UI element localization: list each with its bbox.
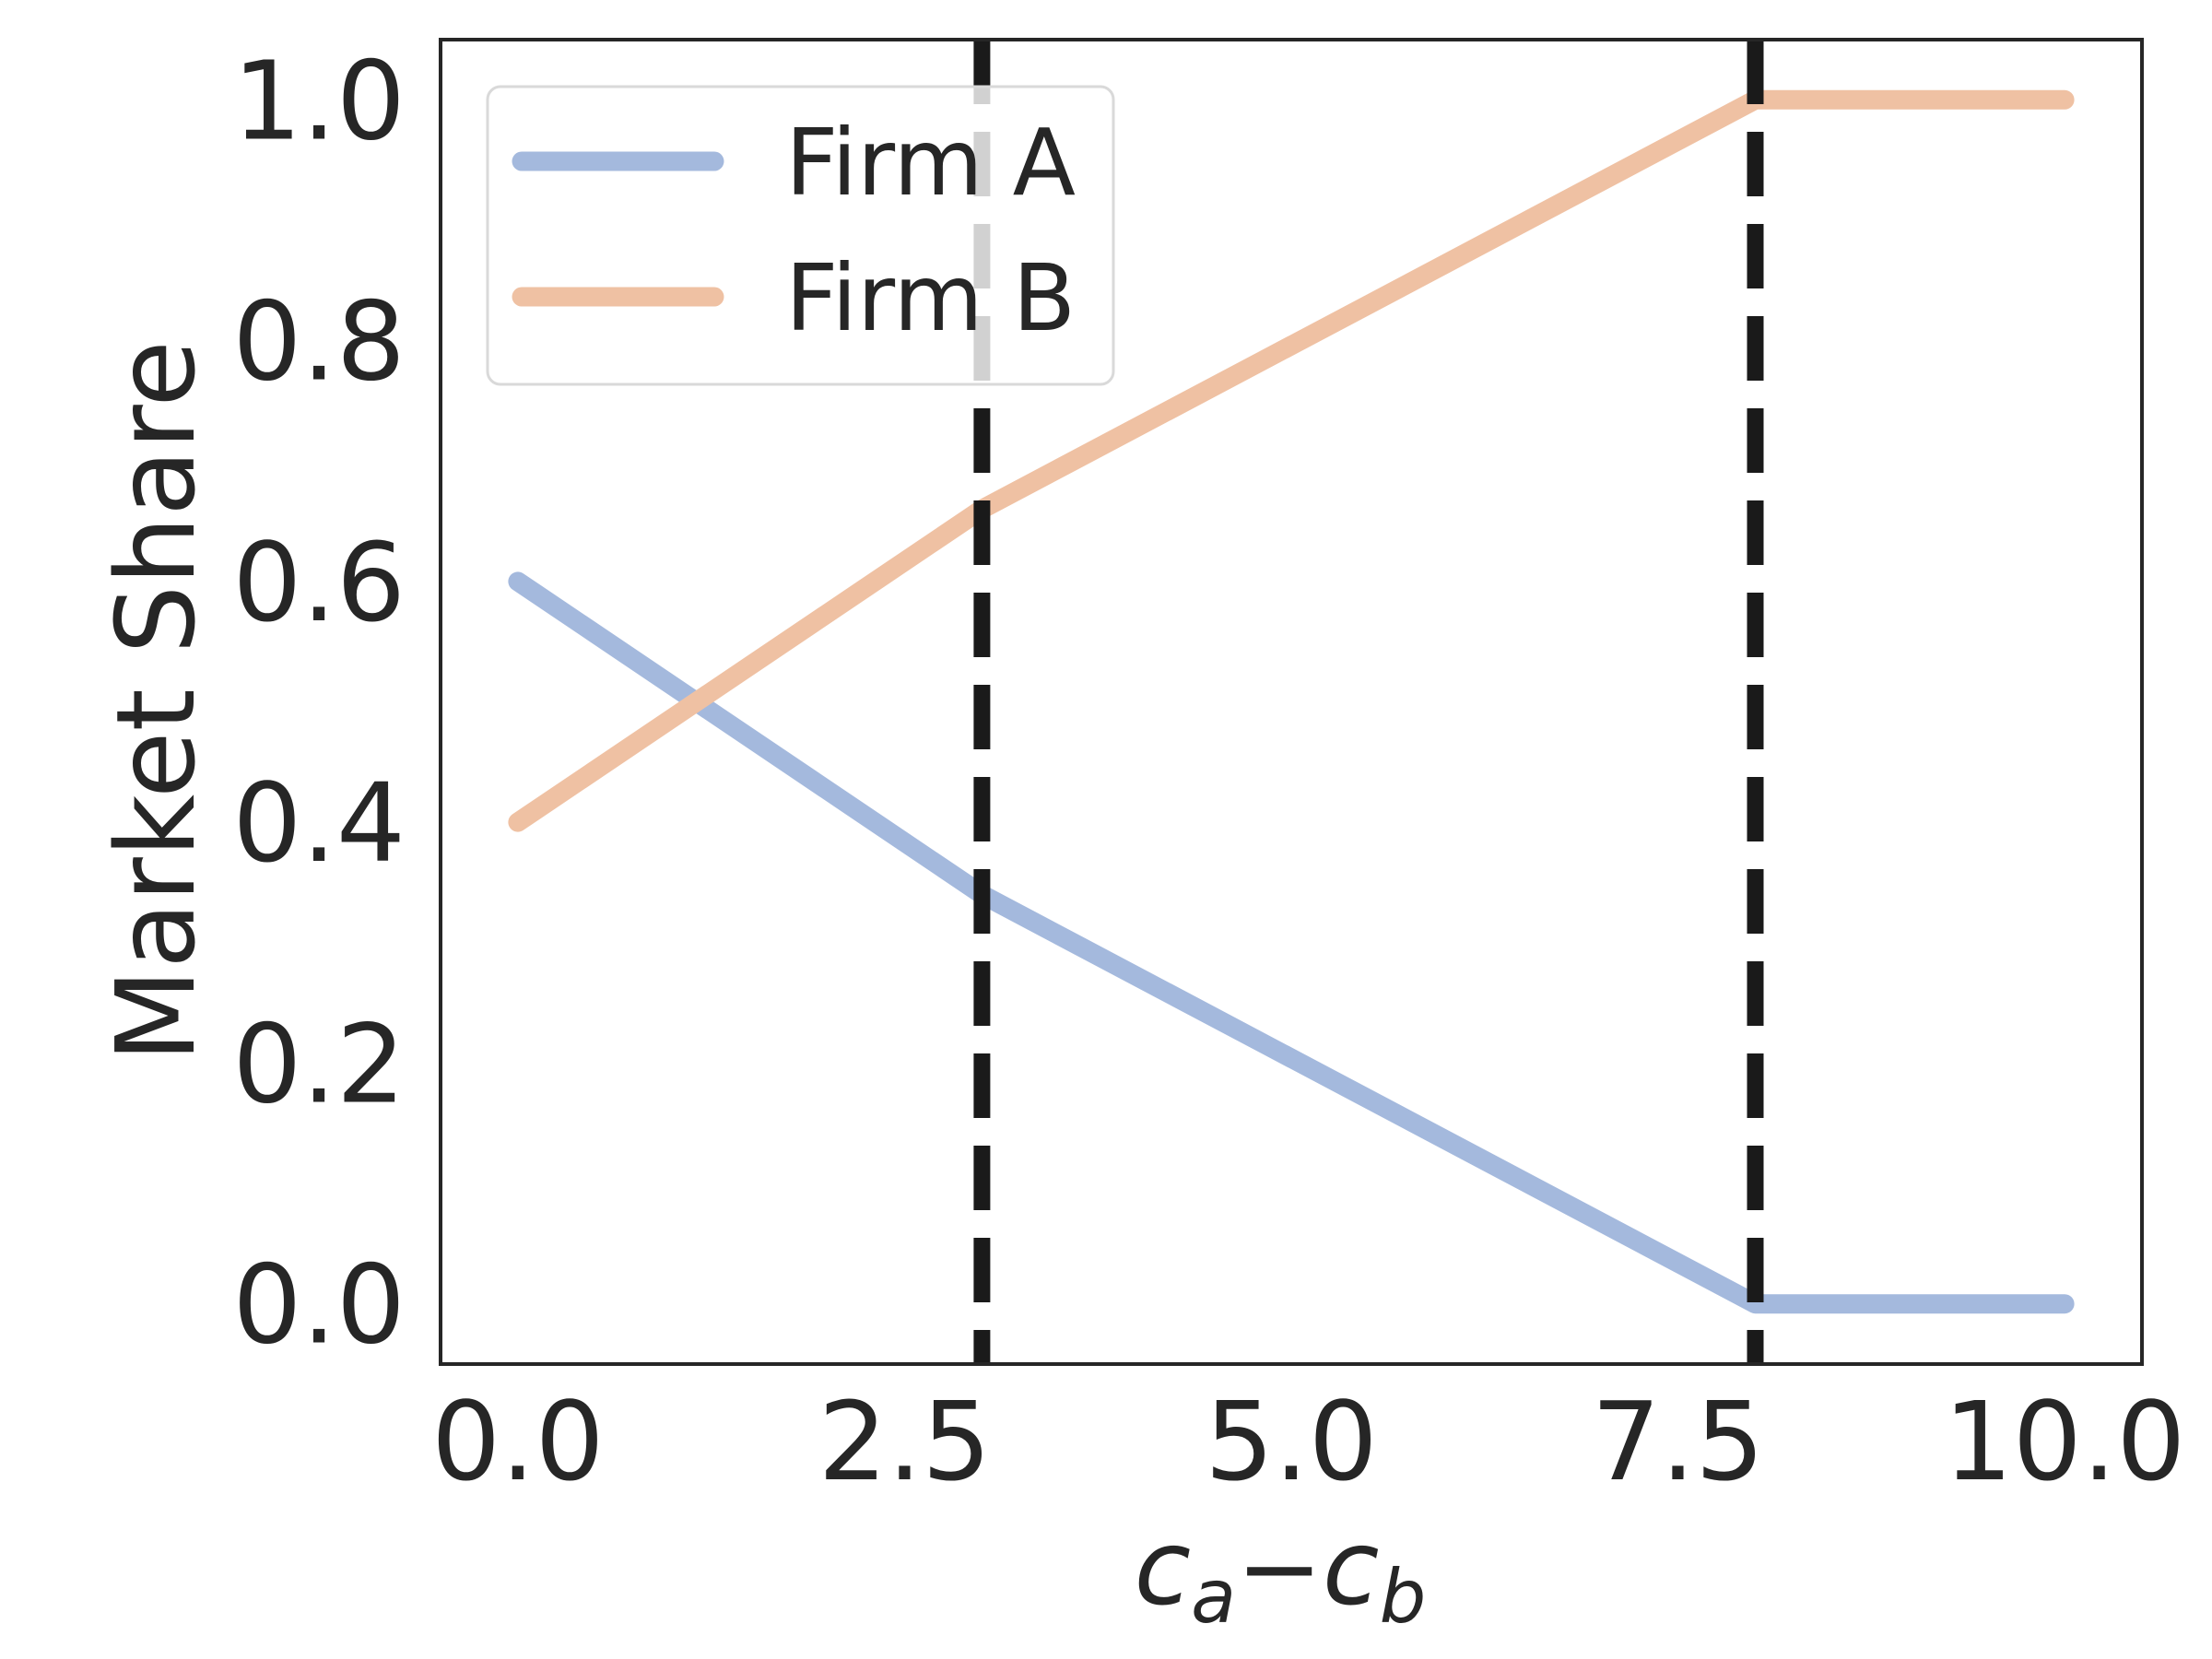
legend-label-firm-a: Firm A [785, 109, 1076, 217]
series-lines [508, 89, 2075, 1314]
legend-label-firm-b: Firm B [785, 244, 1076, 352]
y-tick-label: 0.8 [232, 278, 406, 406]
x-tick-label: 2.5 [818, 1378, 992, 1505]
legend-items: Firm A Firm B [512, 109, 1076, 352]
legend: Firm A Firm B [486, 85, 1115, 386]
x-tick-label: 10.0 [1944, 1378, 2186, 1505]
y-tick-label: 0.6 [232, 519, 406, 646]
y-tick-label: 0.4 [232, 759, 406, 887]
x-tick-label: 0.0 [431, 1378, 605, 1505]
x-axis-label-sub1: a [1191, 1554, 1236, 1640]
x-tick-label: 7.5 [1592, 1378, 1765, 1505]
series-line-firm-b [508, 89, 2075, 832]
x-axis-label-sub2: b [1380, 1554, 1427, 1640]
x-tick-label: 5.0 [1205, 1378, 1378, 1505]
x-axis-label: ca−cb [1135, 1509, 1427, 1640]
y-tick-label: 0.0 [232, 1241, 406, 1369]
x-axis-label-base2: c [1323, 1509, 1380, 1629]
y-tick-label: 1.0 [232, 37, 406, 164]
x-axis-label-base1: c [1135, 1509, 1192, 1629]
series-line-firm-a [508, 571, 2075, 1314]
x-axis-label-op: − [1236, 1509, 1323, 1629]
y-tick-labels: 0.0 0.2 0.4 0.6 0.8 1.0 [232, 37, 406, 1368]
y-axis-label: Market Share [92, 340, 219, 1063]
plot-frame [439, 38, 2144, 1366]
y-tick-label: 0.2 [232, 1000, 406, 1127]
x-tick-labels: 0.0 2.5 5.0 7.5 10.0 [431, 1378, 2185, 1505]
